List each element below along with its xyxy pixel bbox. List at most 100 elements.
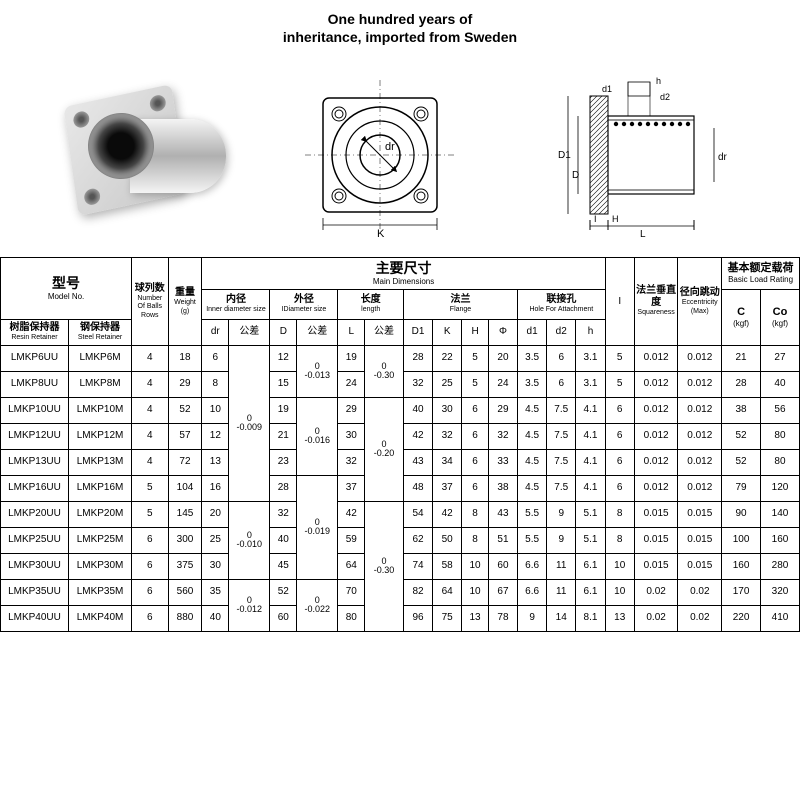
cell: 60 — [488, 553, 517, 579]
cell: 4.1 — [576, 423, 605, 449]
spec-table: 型号Model No. 球列数Number Of Balls Rows 重量We… — [0, 257, 800, 632]
cell: 13 — [605, 605, 634, 631]
cell: 43 — [403, 449, 432, 475]
cell: LMKP16UU — [1, 475, 69, 501]
cell: LMKP20M — [68, 501, 131, 527]
cell: 170 — [722, 579, 761, 605]
cell: 52 — [722, 423, 761, 449]
cell: 16 — [202, 475, 229, 501]
table-row: LMKP10UULMKP10M45210190-0.016290-0.20403… — [1, 397, 800, 423]
cell: 79 — [722, 475, 761, 501]
cell: 0.015 — [634, 553, 678, 579]
cell: 24 — [488, 371, 517, 397]
cell: 6 — [605, 423, 634, 449]
cell: 9 — [547, 527, 576, 553]
cell: 34 — [433, 449, 462, 475]
cell: 10 — [462, 553, 489, 579]
cell: 5 — [132, 475, 168, 501]
cell: 29 — [488, 397, 517, 423]
cell: LMKP8UU — [1, 371, 69, 397]
label-H: H — [612, 214, 619, 224]
cell: 6 — [132, 605, 168, 631]
cell: 0.02 — [634, 579, 678, 605]
cell: 8 — [202, 371, 229, 397]
cell: 52 — [168, 397, 202, 423]
cell: 140 — [760, 501, 799, 527]
cell: LMKP35UU — [1, 579, 69, 605]
cell: 160 — [760, 527, 799, 553]
tol-cell: 0-0.20 — [365, 397, 404, 501]
cell: 10 — [462, 579, 489, 605]
cell: 145 — [168, 501, 202, 527]
cell: 0.012 — [634, 475, 678, 501]
cell: 0.012 — [634, 423, 678, 449]
cell: 54 — [403, 501, 432, 527]
cell: 42 — [338, 501, 365, 527]
cell: 220 — [722, 605, 761, 631]
cell: LMKP25M — [68, 527, 131, 553]
table-body: LMKP6UULMKP6M41860-0.009120-0.013190-0.3… — [1, 345, 800, 631]
cell: 880 — [168, 605, 202, 631]
cell: 4.5 — [518, 449, 547, 475]
tol-cell: 0-0.30 — [365, 501, 404, 631]
tol-cell: 0-0.019 — [297, 475, 338, 579]
cell: 10 — [202, 397, 229, 423]
cell: 0.02 — [634, 605, 678, 631]
tol-cell: 0-0.016 — [297, 397, 338, 475]
cell: 42 — [403, 423, 432, 449]
cell: 6.6 — [518, 579, 547, 605]
cell: 3.5 — [518, 345, 547, 371]
cell: 4 — [132, 397, 168, 423]
cell: 29 — [338, 397, 365, 423]
cell: 64 — [338, 553, 365, 579]
cell: LMKP8M — [68, 371, 131, 397]
cell: 13 — [202, 449, 229, 475]
cell: LMKP10UU — [1, 397, 69, 423]
cell: 4.5 — [518, 423, 547, 449]
cell: LMKP12M — [68, 423, 131, 449]
cell: 21 — [270, 423, 297, 449]
cell: 300 — [168, 527, 202, 553]
cell: 20 — [202, 501, 229, 527]
label-dr-side: dr — [718, 152, 728, 163]
cell: 0.012 — [678, 423, 722, 449]
cell: 6 — [605, 475, 634, 501]
tol-cell: 0-0.013 — [297, 345, 338, 397]
cell: 40 — [403, 397, 432, 423]
cell: 37 — [433, 475, 462, 501]
cell: 96 — [403, 605, 432, 631]
cell: 9 — [518, 605, 547, 631]
cell: 22 — [433, 345, 462, 371]
cell: 375 — [168, 553, 202, 579]
cell: 5 — [132, 501, 168, 527]
cell: LMKP13M — [68, 449, 131, 475]
cell: 7.5 — [547, 423, 576, 449]
cell: 30 — [202, 553, 229, 579]
cell: 104 — [168, 475, 202, 501]
cell: 11 — [547, 579, 576, 605]
cell: 4 — [132, 371, 168, 397]
cell: LMKP13UU — [1, 449, 69, 475]
product-photo — [52, 75, 232, 235]
cell: 60 — [270, 605, 297, 631]
cell: 7.5 — [547, 475, 576, 501]
cell: 51 — [488, 527, 517, 553]
cell: 75 — [433, 605, 462, 631]
cell: 4 — [132, 423, 168, 449]
cell: 8.1 — [576, 605, 605, 631]
cell: 8 — [605, 527, 634, 553]
cell: LMKP12UU — [1, 423, 69, 449]
cell: 32 — [270, 501, 297, 527]
tol-cell: 0-0.010 — [229, 501, 270, 579]
cell: 37 — [338, 475, 365, 501]
cell: 80 — [338, 605, 365, 631]
cell: LMKP40M — [68, 605, 131, 631]
cell: 19 — [270, 397, 297, 423]
cell: 29 — [168, 371, 202, 397]
cell: 57 — [168, 423, 202, 449]
table-row: LMKP20UULMKP20M5145200-0.01032420-0.3054… — [1, 501, 800, 527]
cell: 0.015 — [678, 501, 722, 527]
cell: 74 — [403, 553, 432, 579]
cell: 4.5 — [518, 475, 547, 501]
cell: 27 — [760, 345, 799, 371]
